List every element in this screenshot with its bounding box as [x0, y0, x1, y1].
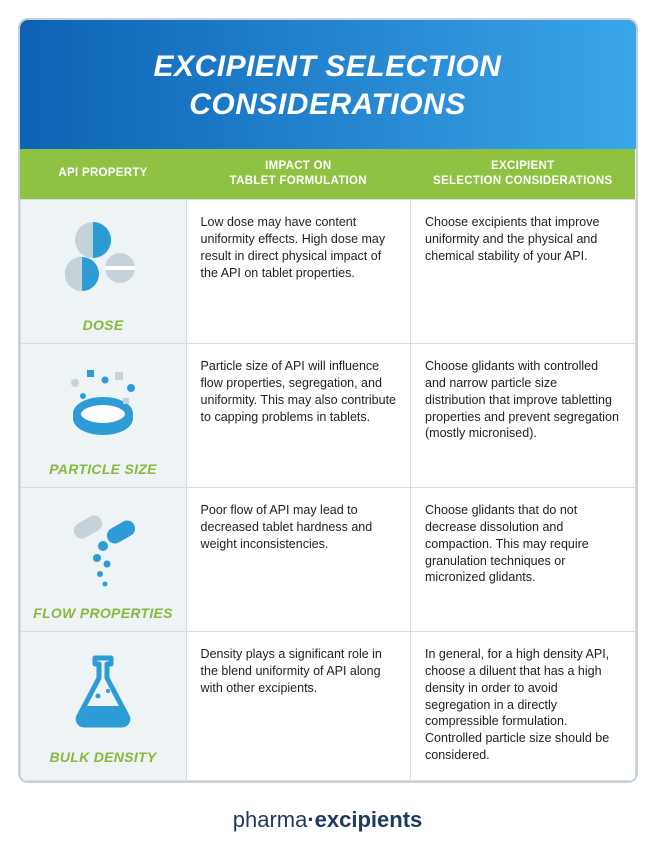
footer-sep: · [307, 807, 314, 832]
main-title: EXCIPIENT SELECTION CONSIDERATIONS [40, 48, 616, 123]
consideration-cell: In general, for a high density API, choo… [411, 631, 635, 780]
considerations-table: API PROPERTY IMPACT ON TABLET FORMULATIO… [20, 149, 636, 781]
footer-post: excipients [315, 807, 423, 832]
impact-text: Poor flow of API may lead to decreased t… [201, 502, 396, 553]
property-icon [29, 646, 178, 741]
consideration-text: Choose glidants with controlled and narr… [425, 358, 620, 442]
table-row: FLOW PROPERTIES Poor flow of API may lea… [20, 487, 635, 631]
property-cell: PARTICLE SIZE [20, 343, 186, 487]
footer-pre: pharma [233, 807, 308, 832]
consideration-text: Choose excipients that improve uniformit… [425, 214, 620, 265]
title-line-1: EXCIPIENT SELECTION [154, 50, 502, 83]
property-label: DOSE [29, 317, 178, 333]
property-label: PARTICLE SIZE [29, 461, 178, 477]
property-cell: DOSE [20, 199, 186, 343]
property-cell: BULK DENSITY [20, 631, 186, 780]
table-row: PARTICLE SIZE Particle size of API will … [20, 343, 635, 487]
property-cell: FLOW PROPERTIES [20, 487, 186, 631]
consideration-cell: Choose excipients that improve uniformit… [411, 199, 635, 343]
impact-text: Density plays a significant role in the … [201, 646, 396, 697]
property-icon [29, 502, 178, 597]
property-label: BULK DENSITY [29, 749, 178, 765]
consideration-cell: Choose glidants with controlled and narr… [411, 343, 635, 487]
impact-cell: Low dose may have content uniformity eff… [186, 199, 410, 343]
impact-text: Low dose may have content uniformity eff… [201, 214, 396, 282]
impact-cell: Density plays a significant role in the … [186, 631, 410, 780]
property-icon [29, 214, 178, 309]
consideration-text: In general, for a high density API, choo… [425, 646, 620, 764]
impact-cell: Particle size of API will influence flow… [186, 343, 410, 487]
col-header-excipient: EXCIPIENT SELECTION CONSIDERATIONS [411, 149, 635, 199]
table-row: BULK DENSITY Density plays a significant… [20, 631, 635, 780]
impact-cell: Poor flow of API may lead to decreased t… [186, 487, 410, 631]
property-icon [29, 358, 178, 453]
table-row: DOSE Low dose may have content uniformit… [20, 199, 635, 343]
col-header-impact: IMPACT ON TABLET FORMULATION [186, 149, 410, 199]
footer-brand: pharma·excipients [0, 793, 655, 851]
col-header-api-property: API PROPERTY [20, 149, 186, 199]
title-line-2: CONSIDERATIONS [189, 88, 465, 121]
consideration-text: Choose glidants that do not decrease dis… [425, 502, 620, 586]
consideration-cell: Choose glidants that do not decrease dis… [411, 487, 635, 631]
infographic-card: EXCIPIENT SELECTION CONSIDERATIONS API P… [18, 18, 638, 783]
title-bar: EXCIPIENT SELECTION CONSIDERATIONS [20, 20, 636, 149]
impact-text: Particle size of API will influence flow… [201, 358, 396, 426]
property-label: FLOW PROPERTIES [29, 605, 178, 621]
